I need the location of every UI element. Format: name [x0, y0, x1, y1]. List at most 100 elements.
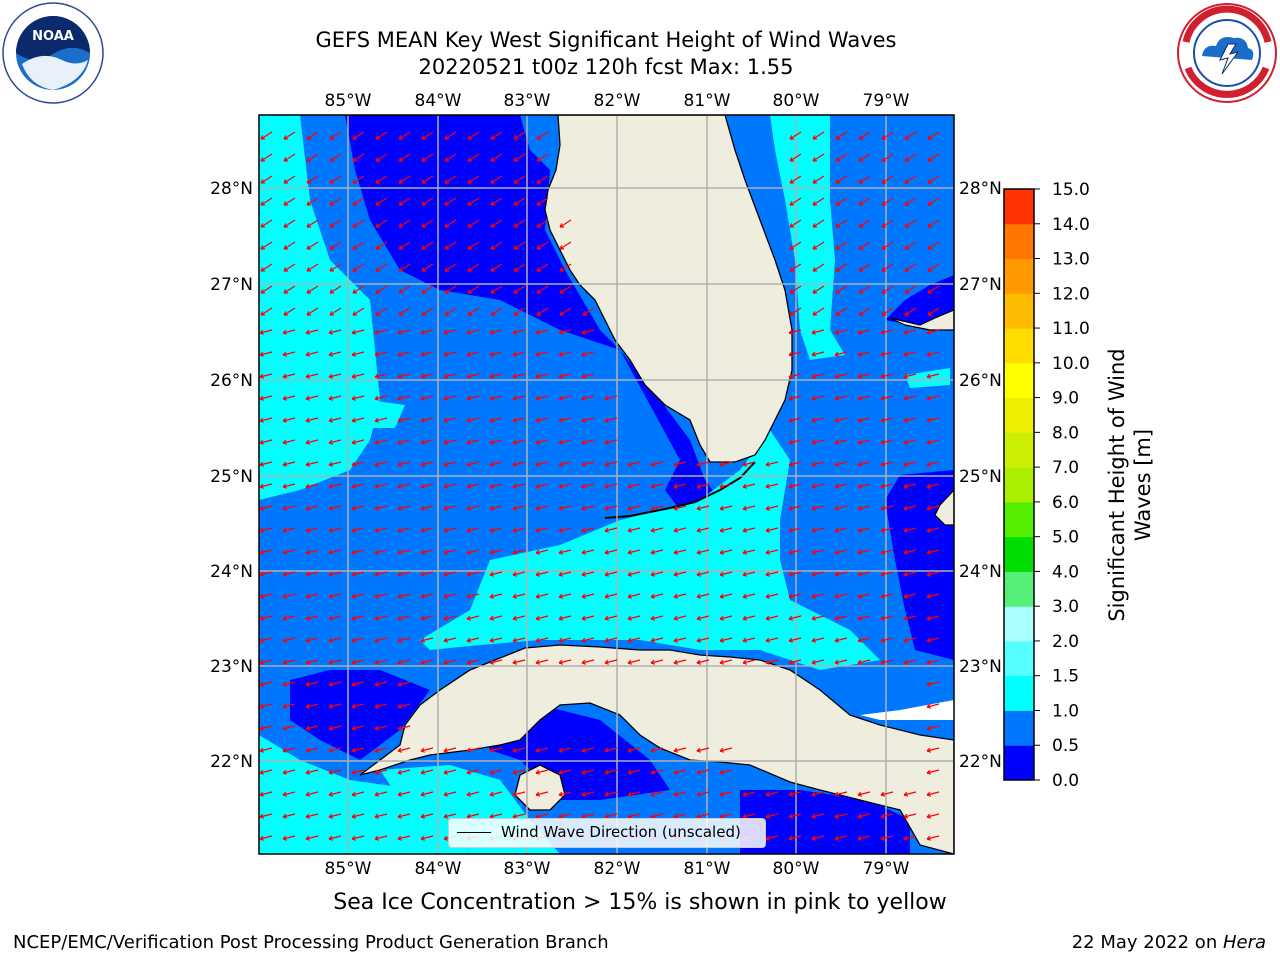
wave-direction-arrow	[420, 571, 434, 577]
wave-direction-arrow	[443, 747, 457, 753]
wave-direction-arrow	[512, 417, 526, 423]
wave-direction-arrow	[259, 461, 273, 467]
noaa-logo: NOAA	[2, 2, 104, 104]
wave-direction-arrow	[881, 197, 894, 206]
wave-direction-arrow	[581, 813, 595, 819]
wave-direction-arrow	[489, 373, 503, 379]
wave-direction-arrow	[490, 175, 503, 184]
wave-direction-arrow	[581, 483, 595, 489]
lon-label: 82°W	[594, 91, 641, 111]
land-florida	[544, 115, 793, 463]
wave-direction-arrow	[880, 461, 894, 467]
wave-direction-arrow	[926, 571, 940, 577]
wave-direction-arrow	[811, 571, 825, 577]
wave-direction-arrow	[627, 615, 641, 621]
wave-direction-arrow	[719, 527, 733, 533]
wave-direction-arrow	[582, 307, 595, 316]
wave-direction-arrow	[880, 593, 894, 599]
wave-direction-arrow	[420, 417, 434, 423]
wave-direction-arrow	[742, 461, 756, 467]
wave-direction-arrow	[535, 505, 549, 511]
colorbar-segment	[1004, 328, 1034, 364]
wave-direction-arrow	[512, 351, 526, 357]
wave-direction-arrow	[926, 527, 940, 533]
wave-direction-arrow	[283, 219, 296, 228]
wave-direction-arrow	[650, 505, 664, 511]
wave-direction-arrow	[282, 527, 296, 533]
lat-label: 27°N	[210, 275, 253, 295]
wave-direction-arrow	[696, 659, 710, 665]
wave-direction-arrow	[260, 219, 273, 228]
wave-direction-arrow	[719, 505, 733, 511]
wave-direction-arrow	[305, 637, 319, 643]
wave-direction-arrow	[535, 747, 549, 753]
wave-direction-arrow	[305, 505, 319, 511]
wave-direction-arrow	[811, 835, 825, 841]
wave-direction-arrow	[328, 527, 342, 533]
wave-direction-arrow	[512, 571, 526, 577]
wave-direction-arrow	[742, 505, 756, 511]
wave-direction-arrow	[535, 329, 549, 335]
wave-direction-arrow	[788, 593, 802, 599]
wave-direction-arrow	[305, 703, 319, 709]
wave-direction-arrow	[811, 593, 825, 599]
wave-direction-arrow	[305, 791, 319, 797]
wave-direction-arrow	[444, 175, 457, 184]
wave-direction-arrow	[719, 593, 733, 599]
wave-direction-arrow	[260, 153, 273, 162]
wave-direction-arrow	[857, 527, 871, 533]
wave-direction-arrow	[627, 813, 641, 819]
wave-direction-arrow	[375, 241, 388, 250]
wave-direction-arrow	[926, 439, 940, 445]
wave-direction-arrow	[535, 637, 549, 643]
wave-direction-arrow	[397, 637, 411, 643]
wave-direction-arrow	[835, 131, 848, 140]
wave-direction-arrow	[259, 659, 273, 665]
wave-direction-arrow	[558, 527, 572, 533]
wave-direction-arrow	[904, 241, 917, 250]
wave-direction-arrow	[627, 637, 641, 643]
wave-direction-arrow	[558, 549, 572, 555]
wave-direction-arrow	[420, 593, 434, 599]
wave-direction-arrow	[398, 197, 411, 206]
wave-direction-arrow	[627, 527, 641, 533]
wave-direction-arrow	[283, 307, 296, 316]
wave-direction-arrow	[398, 153, 411, 162]
wave-direction-arrow	[375, 197, 388, 206]
wave-direction-arrow	[857, 659, 871, 665]
wave-direction-arrow	[880, 813, 894, 819]
wave-region-north-gulf-dark	[345, 115, 620, 350]
wave-direction-arrow	[535, 461, 549, 467]
wave-direction-arrow	[696, 593, 710, 599]
wave-direction-arrow	[765, 593, 779, 599]
wave-direction-arrow	[926, 637, 940, 643]
wave-direction-arrow	[765, 615, 779, 621]
wave-direction-arrow	[259, 703, 273, 709]
wave-direction-arrow	[512, 395, 526, 401]
colorbar-tick-label: 4.0	[1052, 562, 1079, 582]
wave-direction-arrow	[398, 219, 411, 228]
colorbar-segment	[1004, 640, 1034, 677]
wave-direction-arrow	[397, 549, 411, 555]
wave-direction-arrow	[581, 615, 595, 621]
wave-direction-arrow	[673, 747, 687, 753]
lon-label: 83°W	[504, 859, 551, 879]
wave-direction-arrow	[926, 791, 940, 797]
wave-region-bahamas-dark	[885, 275, 954, 330]
wave-direction-arrow	[881, 285, 894, 294]
lon-labels-bottom: 85°W 84°W 83°W 82°W 81°W 80°W 79°W	[325, 859, 910, 879]
wave-direction-arrow	[857, 417, 871, 423]
wave-direction-arrow	[535, 483, 549, 489]
wave-direction-arrow	[444, 285, 457, 294]
wave-direction-arrow	[627, 769, 641, 775]
wave-direction-arrow	[904, 285, 917, 294]
wave-direction-arrow	[789, 263, 802, 272]
wave-direction-arrow	[397, 681, 411, 687]
wave-direction-arrow	[329, 241, 342, 250]
wave-direction-arrow	[374, 593, 388, 599]
wave-direction-arrow	[305, 659, 319, 665]
wave-direction-arrow	[489, 747, 503, 753]
wave-direction-arrow	[351, 417, 365, 423]
wave-direction-arrow	[742, 593, 756, 599]
